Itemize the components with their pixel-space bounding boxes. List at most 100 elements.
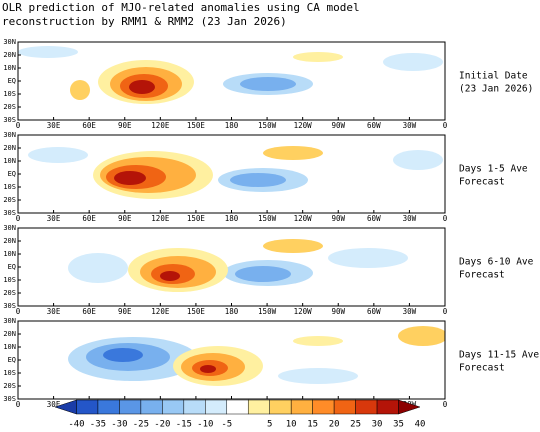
lon-label: 90E xyxy=(118,307,132,316)
colorbar-label: 15 xyxy=(307,420,318,430)
lon-label: 30W xyxy=(403,121,417,130)
lat-label: 10N xyxy=(3,250,16,258)
lon-label: 150E xyxy=(187,214,206,223)
colorbar-box xyxy=(376,399,399,415)
lon-label: 150W xyxy=(258,307,277,316)
colorbar-label: 25 xyxy=(350,420,361,430)
lon-label: 90W xyxy=(331,307,345,316)
lon-label: 90W xyxy=(331,214,345,223)
colorbar-box xyxy=(162,399,185,415)
lon-label: 0 xyxy=(16,307,21,316)
colorbar-box xyxy=(119,399,142,415)
lat-label: EQ xyxy=(8,356,16,364)
lon-label: 30E xyxy=(47,307,61,316)
panel-label: Days 11-15 Ave xyxy=(459,350,539,361)
lat-label: 10S xyxy=(3,276,16,284)
colorbar-label: -10 xyxy=(197,420,213,430)
lon-label: 150E xyxy=(187,307,206,316)
panel-label: Forecast xyxy=(459,177,505,188)
anomaly-field xyxy=(68,239,408,292)
lon-label: 30E xyxy=(47,400,61,409)
colorbar-label: 10 xyxy=(286,420,297,430)
title-line: OLR prediction of MJO-related anomalies … xyxy=(2,1,360,14)
lat-label: 10S xyxy=(3,369,16,377)
lat-label: 30N xyxy=(3,317,16,325)
panel-label: (23 Jan 2026) xyxy=(459,84,533,95)
colorbar-box xyxy=(140,399,163,415)
colorbar-label: -35 xyxy=(90,420,106,430)
lon-label: 30E xyxy=(47,121,61,130)
colorbar-box xyxy=(312,399,335,415)
lat-label: 20S xyxy=(3,103,16,111)
lat-label: 30N xyxy=(3,131,16,139)
lon-label: 0 xyxy=(16,400,21,409)
lat-label: EQ xyxy=(8,77,16,85)
lon-label: 30W xyxy=(403,214,417,223)
lat-label: 10S xyxy=(3,183,16,191)
anomaly-field xyxy=(28,146,443,199)
lat-label: 30S xyxy=(3,209,16,217)
colorbar-label: 30 xyxy=(372,420,383,430)
colorbar-box xyxy=(355,399,378,415)
lon-label: 120W xyxy=(294,214,313,223)
colorbar-label: -15 xyxy=(176,420,192,430)
colorbar-label: 35 xyxy=(393,420,404,430)
anomaly-field xyxy=(18,46,443,104)
lon-label: 180 xyxy=(225,214,239,223)
panel-label: Forecast xyxy=(459,363,505,374)
lon-label: 0 xyxy=(16,121,21,130)
colorbar-label: 40 xyxy=(415,420,426,430)
lat-label: 20S xyxy=(3,196,16,204)
lon-label: 60E xyxy=(82,121,96,130)
panel-label: Forecast xyxy=(459,270,505,281)
lat-label: 30N xyxy=(3,38,16,46)
lon-label: 0 xyxy=(443,214,448,223)
colorbar-label: -20 xyxy=(154,420,170,430)
lat-label: 30S xyxy=(3,302,16,310)
lon-label: 60E xyxy=(82,307,96,316)
colorbar-box xyxy=(290,399,313,415)
lon-label: 120W xyxy=(294,121,313,130)
lat-label: 30N xyxy=(3,224,16,232)
lon-label: 150W xyxy=(258,214,277,223)
lon-label: 0 xyxy=(16,214,21,223)
lon-label: 60W xyxy=(367,307,381,316)
colorbar-label: 5 xyxy=(267,420,272,430)
lat-label: 10S xyxy=(3,90,16,98)
colorbar-label: -25 xyxy=(133,420,149,430)
lon-label: 0 xyxy=(443,307,448,316)
colorbar-box xyxy=(269,399,292,415)
lat-label: EQ xyxy=(8,263,16,271)
panel-label: Initial Date xyxy=(459,71,528,82)
colorbar-label: -30 xyxy=(111,420,127,430)
colorbar-label: 20 xyxy=(329,420,340,430)
lon-label: 90E xyxy=(118,121,132,130)
title-line: reconstruction by RMM1 & RMM2 (23 Jan 20… xyxy=(2,15,287,28)
lat-label: 20S xyxy=(3,382,16,390)
lat-label: 20N xyxy=(3,144,16,152)
lat-label: 30S xyxy=(3,116,16,124)
colorbar-box xyxy=(226,399,249,415)
lon-label: 120W xyxy=(294,307,313,316)
colorbar-box xyxy=(76,399,99,415)
colorbar-label: -40 xyxy=(68,420,84,430)
colorbar-arrow xyxy=(398,399,421,415)
lon-label: 120E xyxy=(151,214,170,223)
lon-label: 60E xyxy=(82,214,96,223)
colorbar-box xyxy=(97,399,120,415)
lon-label: 180 xyxy=(225,307,239,316)
lat-label: 10N xyxy=(3,64,16,72)
lon-label: 180 xyxy=(225,121,239,130)
lat-label: 20N xyxy=(3,237,16,245)
panel-label: Days 1-5 Ave xyxy=(459,164,528,175)
lon-label: 90W xyxy=(331,121,345,130)
lat-label: 20N xyxy=(3,330,16,338)
colorbar-box xyxy=(333,399,356,415)
lat-label: 10N xyxy=(3,343,16,351)
lon-label: 0 xyxy=(443,121,448,130)
lat-label: EQ xyxy=(8,170,16,178)
lat-label: 10N xyxy=(3,157,16,165)
lon-label: 30W xyxy=(403,307,417,316)
lon-label: 120E xyxy=(151,307,170,316)
